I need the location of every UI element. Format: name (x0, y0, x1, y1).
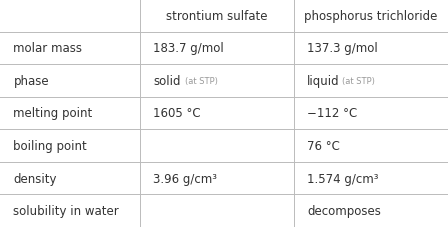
Text: 1605 °C: 1605 °C (153, 107, 201, 120)
Text: 183.7 g/mol: 183.7 g/mol (153, 42, 224, 55)
Text: decomposes: decomposes (307, 204, 381, 217)
Text: molar mass: molar mass (13, 42, 82, 55)
Text: 76 °C: 76 °C (307, 139, 340, 152)
Text: solubility in water: solubility in water (13, 204, 119, 217)
Text: 1.574 g/cm³: 1.574 g/cm³ (307, 172, 379, 185)
Text: 137.3 g/mol: 137.3 g/mol (307, 42, 378, 55)
Text: −112 °C: −112 °C (307, 107, 358, 120)
Text: solid: solid (153, 75, 181, 88)
Text: 3.96 g/cm³: 3.96 g/cm³ (153, 172, 217, 185)
Text: (at STP): (at STP) (185, 76, 218, 86)
Text: (at STP): (at STP) (342, 76, 375, 86)
Text: density: density (13, 172, 57, 185)
Text: strontium sulfate: strontium sulfate (166, 10, 267, 23)
Text: liquid: liquid (307, 75, 340, 88)
Text: phosphorus trichloride: phosphorus trichloride (304, 10, 438, 23)
Text: boiling point: boiling point (13, 139, 87, 152)
Text: phase: phase (13, 75, 49, 88)
Text: melting point: melting point (13, 107, 93, 120)
